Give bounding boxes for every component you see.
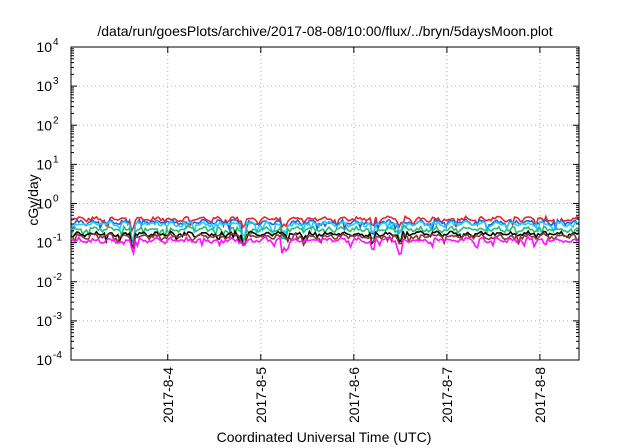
tick-layer: 10-4 10-3 10-2 10-1 100 101 102 103 104 2017-8-4 2… — [36, 37, 579, 423]
series-line — [70, 217, 580, 244]
y-tick-label: 10-3 — [36, 311, 62, 329]
x-tick-label: 2017-8-8 — [532, 367, 548, 423]
y-tick-label: 104 — [36, 37, 59, 55]
y-tick-label: 102 — [36, 115, 59, 133]
y-tick-label: 100 — [36, 194, 59, 212]
x-tick-label: 2017-8-6 — [346, 367, 362, 423]
y-tick-label: 10-1 — [36, 233, 62, 251]
series-line — [70, 232, 580, 248]
x-tick-label: 2017-8-4 — [160, 367, 176, 423]
x-axis-label: Coordinated Universal Time (UTC) — [217, 429, 432, 445]
series-line — [70, 219, 580, 242]
grid — [71, 47, 579, 360]
y-tick-label: 10-4 — [36, 350, 62, 368]
x-tick-label: 2017-8-5 — [253, 367, 269, 423]
series-line — [70, 229, 580, 250]
y-tick-label: 101 — [36, 154, 59, 172]
series-layer — [70, 214, 580, 257]
y-tick-label: 10-2 — [36, 272, 62, 290]
chart-title: /data/run/goesPlots/archive/2017-08-08/1… — [97, 23, 552, 39]
series-line — [70, 214, 580, 234]
x-tick-label: 2017-8-7 — [439, 367, 455, 423]
series-line — [70, 235, 580, 257]
y-tick-label: 103 — [36, 76, 59, 94]
y-axis-label: cGy/day — [25, 174, 41, 225]
